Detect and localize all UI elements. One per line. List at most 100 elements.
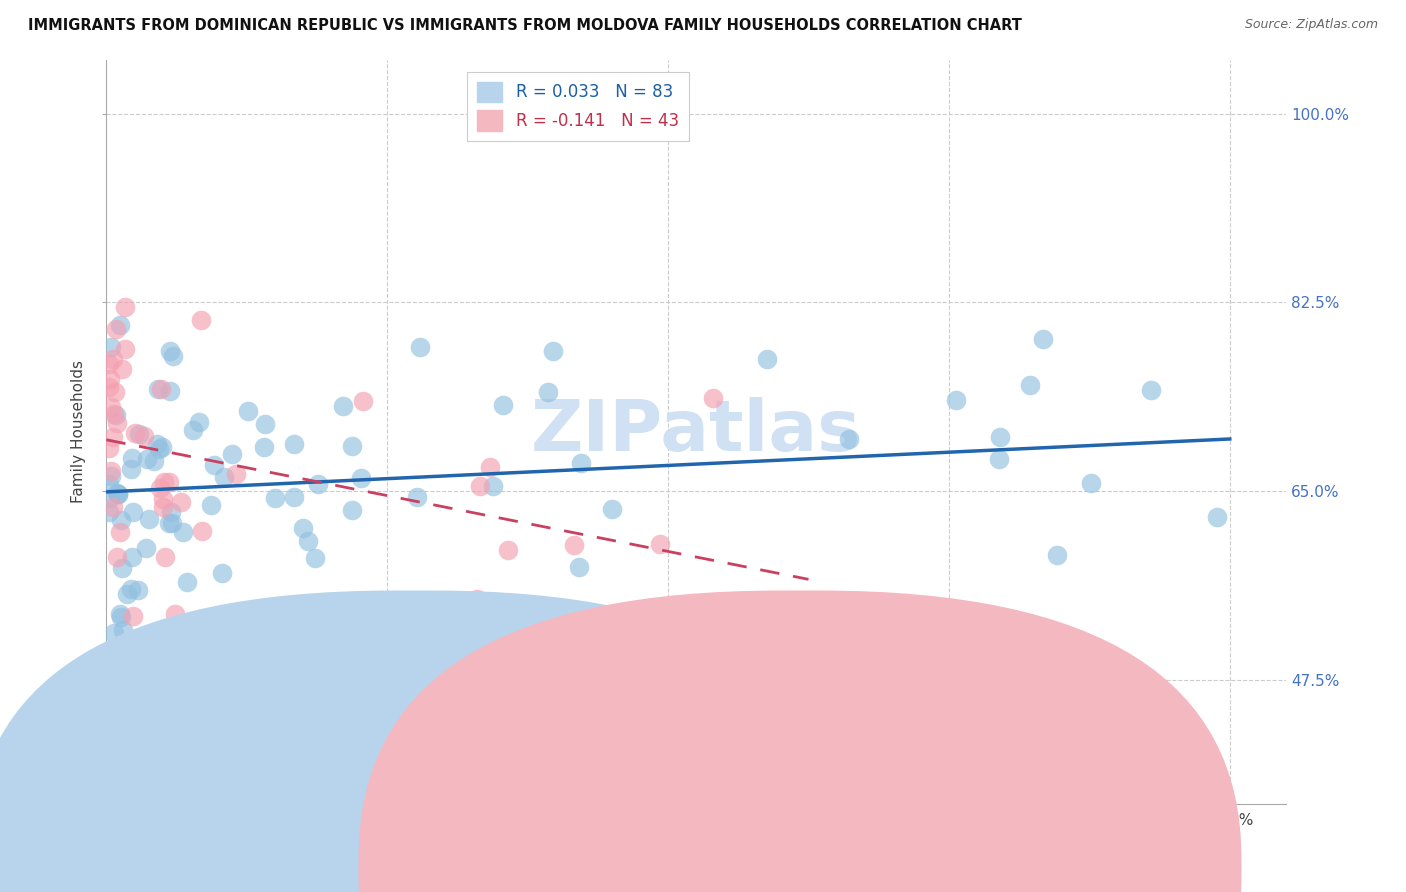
Point	[702, 391, 724, 405]
Point	[987, 452, 1010, 467]
Point	[111, 361, 134, 376]
Point	[121, 609, 143, 624]
Point	[112, 623, 135, 637]
Point	[107, 487, 129, 501]
Point	[342, 503, 364, 517]
Point	[176, 574, 198, 589]
Point	[149, 481, 172, 495]
Point	[405, 490, 427, 504]
Point	[135, 541, 157, 555]
Point	[562, 538, 585, 552]
Point	[211, 566, 233, 580]
Point	[111, 561, 134, 575]
Point	[101, 352, 124, 367]
Point	[98, 477, 121, 491]
Point	[1080, 476, 1102, 491]
Point	[127, 582, 149, 597]
Point	[98, 357, 121, 371]
Point	[304, 551, 326, 566]
Point	[253, 417, 276, 431]
Point	[297, 533, 319, 548]
Point	[332, 399, 354, 413]
Point	[159, 384, 181, 398]
Point	[100, 469, 122, 483]
Point	[114, 343, 136, 357]
Point	[100, 464, 122, 478]
Point	[157, 516, 180, 530]
Point	[165, 607, 187, 622]
Point	[838, 432, 860, 446]
Point	[121, 505, 143, 519]
Point	[202, 458, 225, 472]
Point	[200, 498, 222, 512]
Point	[160, 516, 183, 530]
Point	[159, 344, 181, 359]
Point	[117, 587, 139, 601]
Text: Immigrants from Dominican Republic: Immigrants from Dominican Republic	[444, 861, 730, 875]
Point	[352, 394, 374, 409]
Point	[190, 313, 212, 327]
Point	[350, 471, 373, 485]
Point	[110, 607, 132, 622]
Point	[922, 672, 945, 686]
Point	[98, 505, 121, 519]
Point	[650, 537, 672, 551]
Point	[98, 491, 121, 506]
Point	[108, 318, 131, 332]
Point	[181, 423, 204, 437]
Point	[264, 491, 287, 505]
Point	[569, 456, 592, 470]
Point	[543, 344, 565, 359]
Point	[1205, 509, 1227, 524]
Point	[157, 475, 180, 489]
Text: Immigrants from Moldova: Immigrants from Moldova	[831, 861, 1028, 875]
Point	[650, 620, 672, 634]
Point	[172, 525, 194, 540]
Point	[105, 322, 128, 336]
Point	[152, 475, 174, 489]
Point	[1032, 333, 1054, 347]
Point	[221, 447, 243, 461]
Point	[101, 430, 124, 444]
Point	[150, 440, 173, 454]
Point	[283, 491, 305, 505]
Point	[103, 626, 125, 640]
Point	[110, 610, 132, 624]
Point	[108, 524, 131, 539]
Point	[496, 543, 519, 558]
Point	[143, 453, 166, 467]
Point	[104, 408, 127, 422]
Point	[120, 462, 142, 476]
Point	[482, 479, 505, 493]
Point	[152, 491, 174, 506]
Legend: R = 0.033   N = 83, R = -0.141   N = 43: R = 0.033 N = 83, R = -0.141 N = 43	[467, 71, 689, 141]
Point	[187, 415, 209, 429]
Point	[1046, 549, 1069, 563]
Point	[100, 340, 122, 354]
Point	[988, 430, 1011, 444]
Point	[756, 351, 779, 366]
Point	[492, 398, 515, 412]
Point	[325, 626, 347, 640]
Point	[98, 442, 121, 456]
Text: IMMIGRANTS FROM DOMINICAN REPUBLIC VS IMMIGRANTS FROM MOLDOVA FAMILY HOUSEHOLDS : IMMIGRANTS FROM DOMINICAN REPUBLIC VS IM…	[28, 18, 1022, 33]
Text: ZIPatlas: ZIPatlas	[531, 397, 862, 467]
Point	[162, 349, 184, 363]
Point	[136, 451, 159, 466]
Point	[104, 385, 127, 400]
Point	[340, 439, 363, 453]
Point	[100, 400, 122, 414]
Point	[110, 513, 132, 527]
Point	[537, 384, 560, 399]
Point	[105, 486, 128, 500]
Point	[190, 524, 212, 538]
Point	[146, 437, 169, 451]
Point	[103, 407, 125, 421]
Point	[114, 300, 136, 314]
Point	[307, 477, 329, 491]
Point	[292, 521, 315, 535]
Y-axis label: Family Households: Family Households	[72, 360, 86, 503]
Text: Source: ZipAtlas.com: Source: ZipAtlas.com	[1244, 18, 1378, 31]
Point	[148, 442, 170, 456]
Point	[121, 549, 143, 564]
